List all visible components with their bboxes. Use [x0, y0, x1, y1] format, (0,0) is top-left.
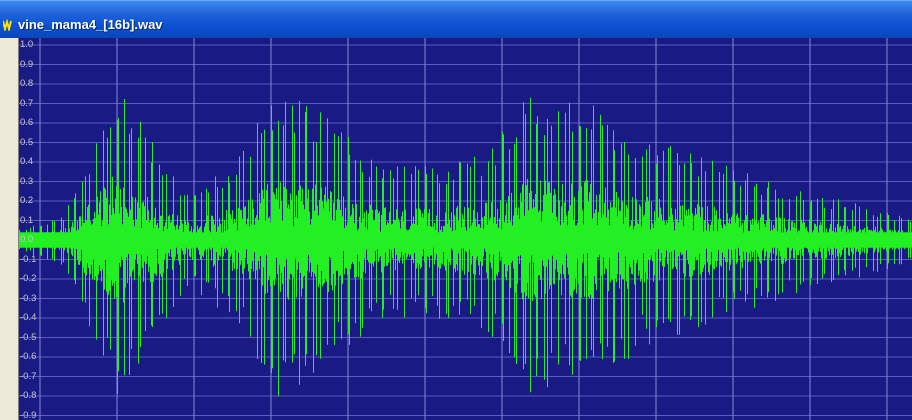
y-tick-label: -0.5: [20, 331, 37, 343]
y-tick-label: 0.6: [20, 117, 34, 128]
y-tick-label: 0.0: [20, 234, 34, 245]
y-tick-label: 0.7: [20, 97, 34, 109]
y-tick-label: -0.1: [20, 253, 37, 265]
y-tick-label: -0.9: [20, 409, 37, 420]
y-tick-label: 0.2: [20, 195, 34, 206]
y-tick-label: -0.4: [20, 312, 37, 323]
y-tick-label: 0.1: [20, 214, 34, 226]
y-tick-label: -0.6: [20, 351, 37, 362]
amplitude-ruler: [0, 38, 19, 420]
window-title-bar[interactable]: vine_mama4_[16b].wav: [0, 0, 912, 38]
waveform-canvas: [19, 38, 912, 420]
y-tick-label: -0.8: [20, 390, 37, 401]
window-title: vine_mama4_[16b].wav: [18, 17, 163, 32]
y-tick-label: -0.3: [20, 292, 37, 304]
y-tick-label: 1.0: [20, 39, 34, 50]
waveform-icon: [3, 19, 12, 31]
y-tick-label: 0.8: [20, 78, 34, 89]
y-tick-label: 0.5: [20, 136, 34, 148]
y-tick-label: 0.4: [20, 156, 34, 167]
y-tick-label: -0.7: [20, 370, 37, 382]
waveform-display[interactable]: 1.0 0.9 0.8 0.7 0.6 0.5 0.4 0.3 0.2 0.1 0.0 -0.1 -0.…: [19, 38, 912, 420]
y-tick-label: -0.2: [20, 273, 37, 284]
y-tick-label: 0.9: [20, 58, 34, 70]
waveform-center-band: [19, 236, 912, 244]
y-tick-label: 0.3: [20, 175, 34, 187]
